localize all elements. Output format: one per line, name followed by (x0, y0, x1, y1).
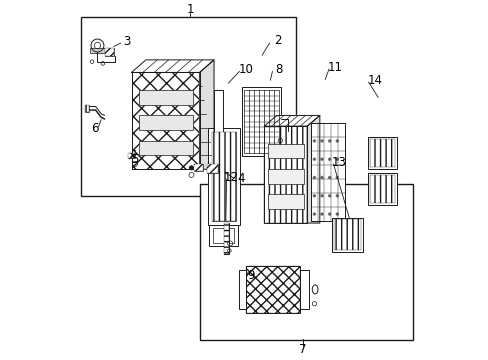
Bar (206, 164, 217, 173)
Circle shape (328, 176, 330, 179)
Bar (246, 266, 300, 313)
Bar (85, 105, 89, 112)
Circle shape (313, 195, 315, 197)
Circle shape (320, 176, 323, 179)
Text: 14: 14 (366, 74, 382, 87)
Text: 4: 4 (237, 172, 244, 185)
Bar (333, 220, 360, 250)
Bar (267, 194, 303, 209)
Bar (85, 105, 89, 112)
Bar (310, 123, 344, 221)
Bar (128, 153, 135, 158)
Text: 13: 13 (331, 156, 346, 169)
Text: 5: 5 (131, 153, 139, 166)
Bar (267, 144, 303, 158)
Circle shape (328, 140, 330, 142)
Bar (90, 48, 104, 53)
Circle shape (336, 140, 338, 142)
Bar (224, 223, 228, 253)
Bar (241, 87, 281, 156)
Bar (239, 270, 246, 309)
Bar (212, 228, 234, 243)
Bar (214, 90, 223, 151)
Polygon shape (131, 60, 214, 72)
Circle shape (328, 213, 330, 215)
Bar (246, 266, 300, 313)
Circle shape (313, 213, 315, 215)
Bar (104, 48, 113, 56)
Polygon shape (199, 60, 214, 169)
Bar (131, 72, 199, 169)
Bar (211, 132, 235, 221)
Circle shape (313, 176, 315, 179)
Bar (267, 169, 303, 184)
Text: 11: 11 (327, 60, 342, 73)
Circle shape (313, 158, 315, 160)
Text: 8: 8 (275, 63, 282, 76)
Text: 1: 1 (186, 3, 194, 16)
Bar (194, 164, 203, 171)
Polygon shape (306, 116, 319, 223)
Bar (139, 116, 192, 130)
Circle shape (320, 158, 323, 160)
Bar (207, 128, 239, 225)
Polygon shape (264, 116, 319, 126)
Circle shape (320, 140, 323, 142)
Bar (128, 153, 135, 158)
Text: 7: 7 (299, 343, 306, 356)
Circle shape (336, 176, 338, 179)
Bar (332, 218, 362, 252)
Circle shape (336, 158, 338, 160)
Circle shape (313, 140, 315, 142)
Text: 2: 2 (274, 34, 281, 48)
Bar (369, 175, 394, 203)
Text: 6: 6 (91, 122, 99, 135)
Bar (104, 48, 113, 56)
Bar (367, 173, 396, 205)
Bar (139, 90, 192, 105)
Bar (81, 17, 296, 196)
Bar (209, 225, 238, 246)
Circle shape (328, 195, 330, 197)
Text: 9: 9 (247, 269, 254, 282)
Text: 3: 3 (123, 35, 131, 49)
Circle shape (336, 195, 338, 197)
Circle shape (336, 213, 338, 215)
Text: 12: 12 (224, 171, 238, 184)
Circle shape (320, 195, 323, 197)
Bar (194, 164, 203, 171)
Bar (264, 126, 306, 223)
Circle shape (320, 213, 323, 215)
Circle shape (189, 166, 193, 170)
Bar (224, 223, 228, 253)
Circle shape (328, 158, 330, 160)
Bar (367, 137, 396, 169)
Bar (131, 72, 199, 169)
Text: 10: 10 (238, 63, 253, 76)
Bar (369, 139, 394, 167)
Bar (199, 184, 412, 339)
Bar (211, 132, 235, 221)
Bar (264, 126, 306, 223)
Bar (300, 270, 308, 309)
Bar (244, 90, 278, 153)
Bar (139, 140, 192, 155)
Bar (206, 164, 217, 173)
